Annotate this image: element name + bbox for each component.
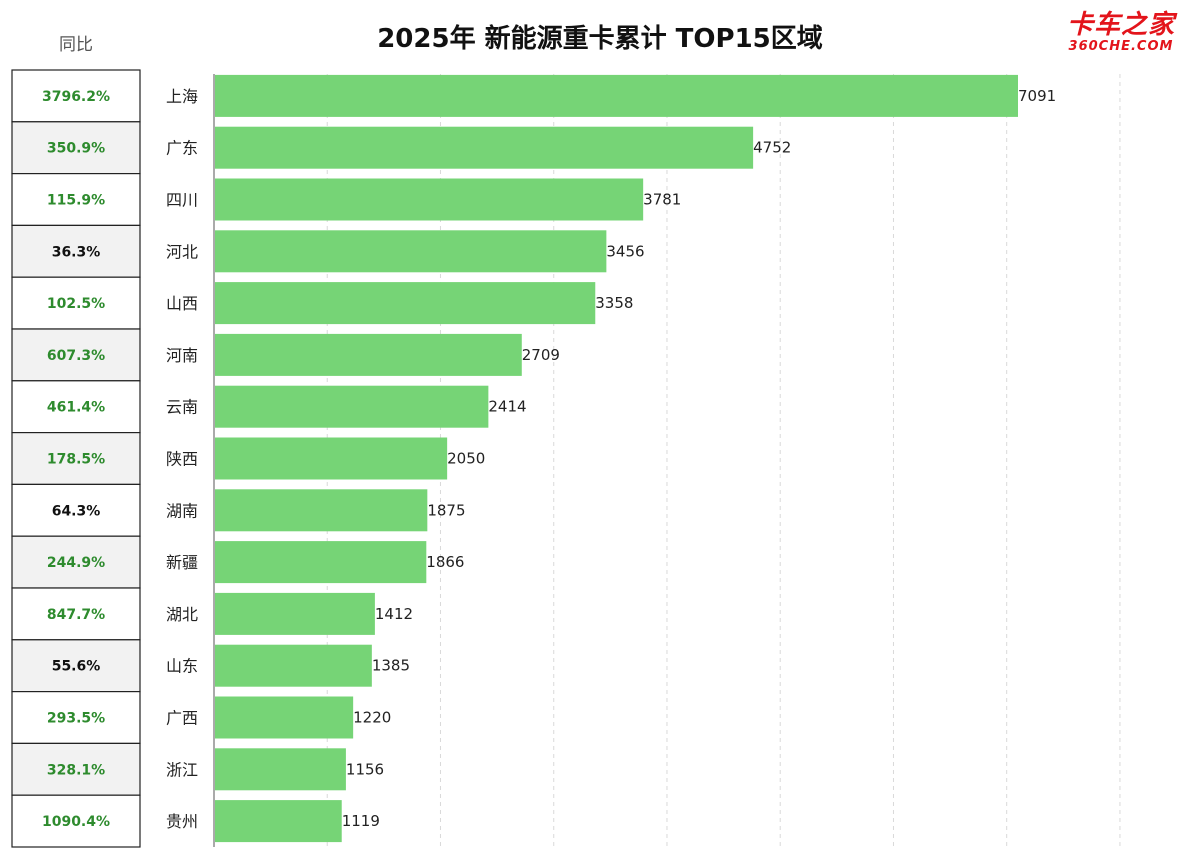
bar — [215, 800, 342, 843]
category-label: 云南 — [166, 398, 198, 417]
value-label: 1412 — [375, 605, 413, 623]
chart-title: 2025年 新能源重卡累计 TOP15区域 — [377, 24, 823, 54]
yoy-value: 115.9% — [47, 193, 105, 209]
yoy-cell — [11, 587, 141, 641]
yoy-cell — [11, 224, 141, 278]
bar — [215, 230, 607, 273]
category-label: 河南 — [166, 346, 198, 365]
category-label: 浙江 — [166, 760, 198, 779]
value-label: 1875 — [427, 501, 465, 519]
yoy-cell — [11, 121, 141, 175]
yoy-value: 36.3% — [52, 244, 101, 260]
category-label: 广西 — [166, 709, 198, 728]
yoy-cell — [11, 173, 141, 227]
value-label: 3358 — [595, 294, 633, 312]
value-label: 1866 — [426, 553, 464, 571]
bar — [215, 696, 354, 739]
yoy-column-header: 同比 — [59, 35, 93, 55]
category-label: 新疆 — [166, 553, 198, 572]
category-label: 山东 — [166, 657, 198, 676]
value-label: 3456 — [606, 242, 644, 260]
yoy-cell — [11, 69, 141, 123]
bar — [215, 282, 596, 325]
yoy-value: 607.3% — [47, 348, 105, 364]
bar — [215, 178, 644, 221]
bar — [215, 748, 346, 791]
category-label: 陕西 — [166, 450, 198, 469]
yoy-value: 178.5% — [47, 452, 105, 468]
yoy-value: 328.1% — [47, 762, 105, 778]
bar — [215, 489, 428, 532]
yoy-cell — [11, 639, 141, 693]
category-label: 四川 — [166, 191, 198, 210]
value-label: 4752 — [753, 139, 791, 157]
yoy-cell — [11, 276, 141, 330]
logo-sub-text: 360CHE.COM — [1068, 39, 1174, 54]
yoy-cell — [11, 432, 141, 486]
category-label: 广东 — [166, 139, 198, 158]
bar — [215, 74, 1018, 117]
yoy-cell — [11, 535, 141, 589]
yoy-value: 55.6% — [52, 659, 101, 675]
category-label: 贵州 — [166, 812, 198, 831]
yoy-value: 3796.2% — [42, 89, 110, 105]
yoy-cell — [11, 328, 141, 382]
bar — [215, 333, 522, 376]
bar — [215, 644, 372, 687]
value-label: 2414 — [488, 398, 526, 416]
value-label: 2709 — [522, 346, 560, 364]
yoy-cell — [11, 483, 141, 537]
category-label: 河北 — [166, 242, 198, 261]
yoy-value: 461.4% — [47, 400, 105, 416]
value-label: 2050 — [447, 450, 485, 468]
bar — [215, 126, 754, 169]
yoy-value: 350.9% — [47, 141, 105, 157]
value-label: 3781 — [643, 191, 681, 209]
yoy-cell — [11, 690, 141, 744]
yoy-value: 293.5% — [47, 711, 105, 727]
brand-logo: 卡车之家 360CHE.COM — [1062, 10, 1180, 54]
bar — [215, 541, 427, 584]
yoy-value: 64.3% — [52, 503, 101, 519]
yoy-value: 244.9% — [47, 555, 105, 571]
yoy-value: 1090.4% — [42, 814, 110, 830]
yoy-cell — [11, 794, 141, 848]
category-label: 山西 — [166, 294, 198, 313]
value-label: 1156 — [346, 760, 384, 778]
category-label: 上海 — [166, 87, 198, 106]
category-label: 湖北 — [166, 605, 198, 624]
value-label: 1385 — [372, 657, 410, 675]
value-label: 7091 — [1018, 87, 1056, 105]
bar — [215, 592, 375, 635]
yoy-value: 102.5% — [47, 296, 105, 312]
logo-main-text: 卡车之家 — [1066, 10, 1175, 40]
yoy-cell — [11, 742, 141, 796]
bar — [215, 437, 448, 480]
category-label: 湖南 — [166, 501, 198, 520]
bar — [215, 385, 489, 428]
value-label: 1119 — [342, 812, 380, 830]
value-label: 1220 — [353, 709, 391, 727]
yoy-value: 847.7% — [47, 607, 105, 623]
